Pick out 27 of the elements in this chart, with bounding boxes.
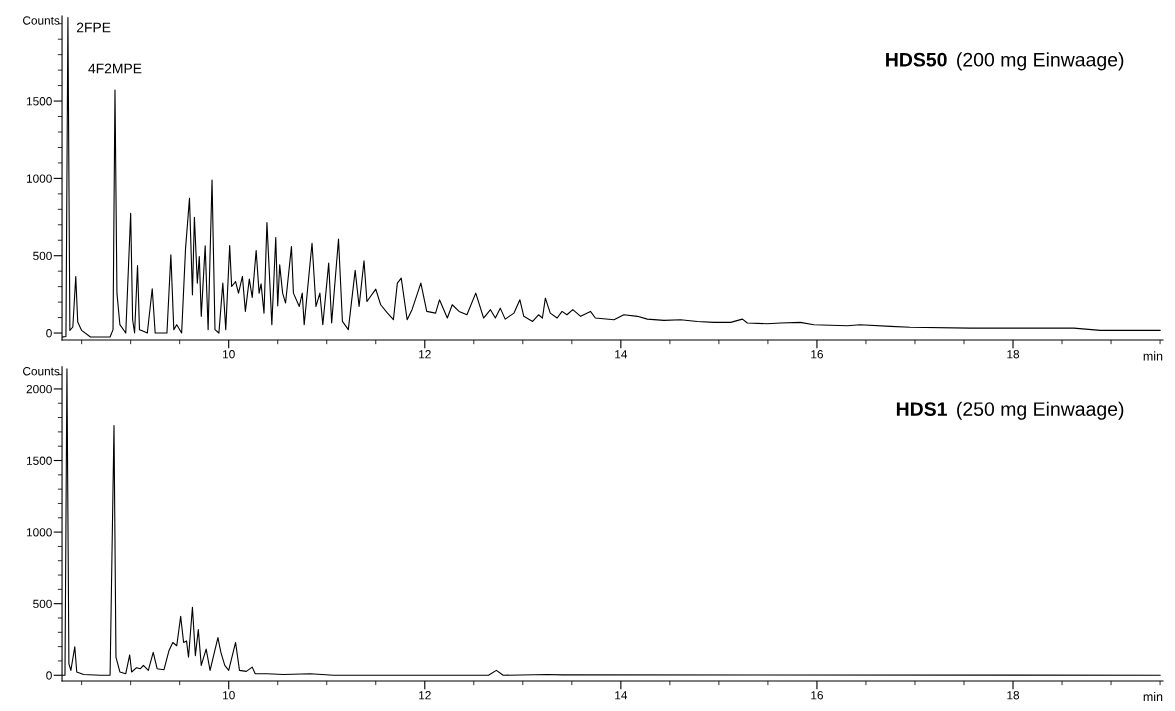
annotation: 2FPE — [76, 22, 111, 33]
y-tick-label: 2000 — [26, 384, 52, 394]
annotation: 4F2MPE — [88, 63, 142, 74]
x-tick-label: 12 — [419, 691, 431, 700]
x-axis-title: min — [1143, 351, 1163, 361]
y-tick-label: 1500 — [26, 456, 52, 465]
y-tick-label: 0 — [46, 671, 52, 680]
y-tick-label: 500 — [33, 251, 52, 261]
text: HDS50 (200 mg Einwaage) — [886, 52, 1124, 71]
text: HDS1 (250 mg Einwaage) — [896, 401, 1124, 420]
y-axis-title: Counts — [23, 16, 60, 25]
x-tick-label: 18 — [1007, 350, 1020, 359]
y-tick-label: 1500 — [26, 97, 52, 106]
y-tick-label: 500 — [33, 599, 52, 609]
y-tick-label: 1000 — [26, 528, 52, 537]
y-tick-label: 1000 — [26, 174, 52, 183]
y-axis-title: Counts — [23, 367, 60, 376]
x-tick-label: 14 — [615, 350, 628, 359]
x-tick-label: 12 — [419, 350, 431, 359]
x-tick-label: 16 — [811, 350, 823, 359]
x-tick-label: 10 — [223, 350, 235, 359]
x-tick-label: 16 — [811, 691, 823, 700]
x-tick-label: 14 — [615, 691, 628, 700]
x-tick-label: 18 — [1007, 691, 1020, 700]
x-tick-label: 10 — [223, 691, 235, 700]
x-axis-title: min — [1143, 691, 1163, 702]
y-tick-label: 0 — [46, 329, 52, 338]
